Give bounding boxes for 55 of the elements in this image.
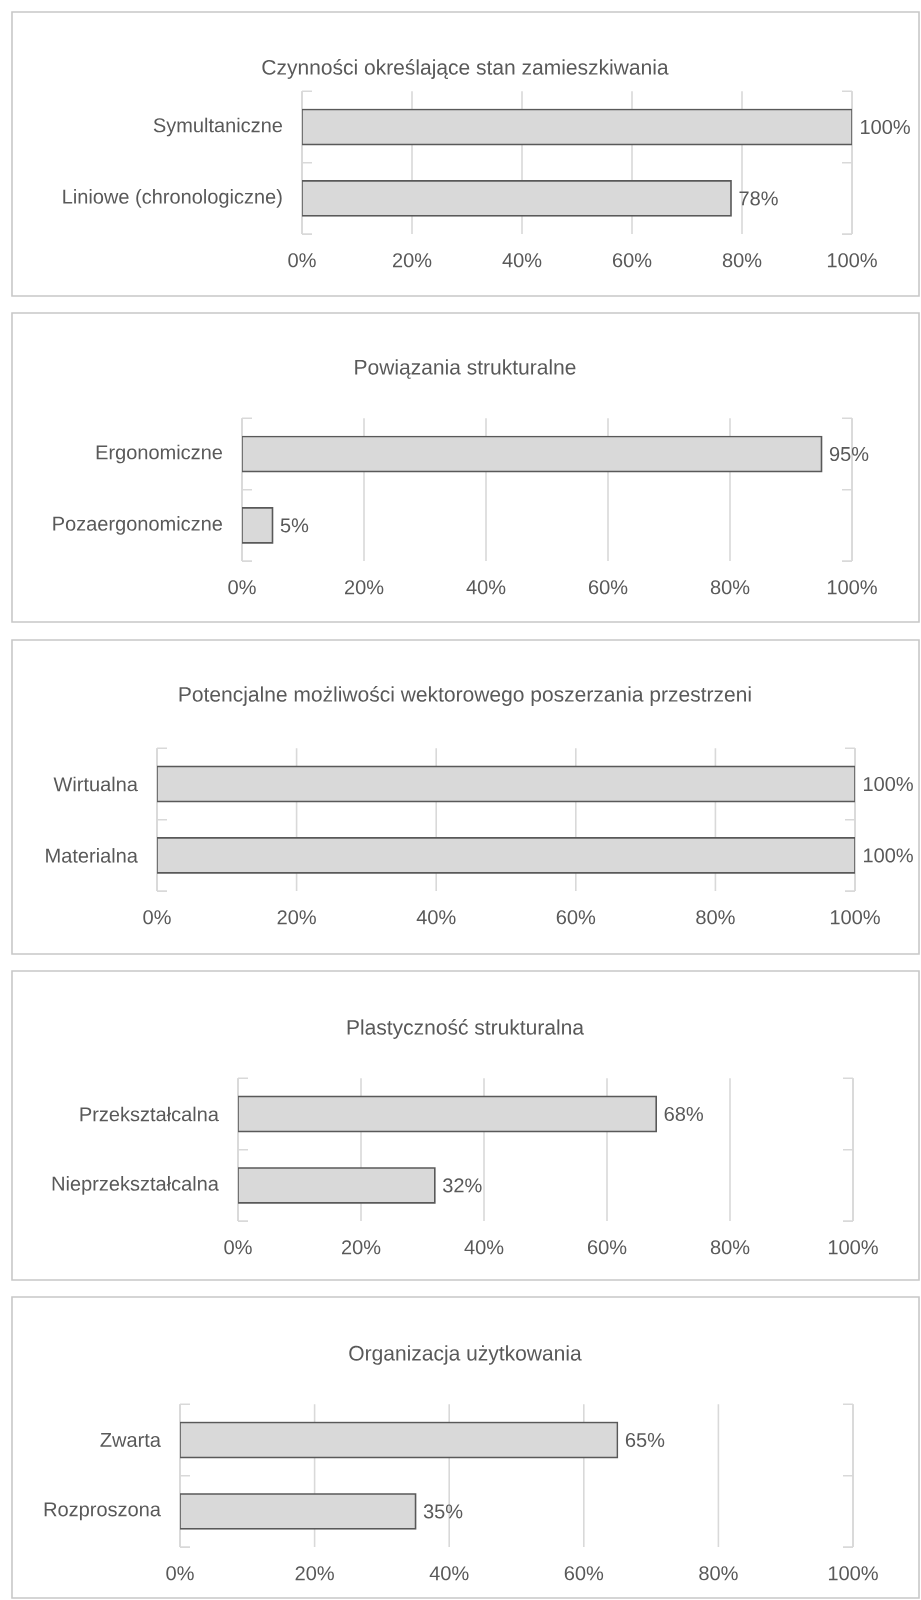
x-tick-label: 0% (288, 253, 316, 268)
x-tick-label: 60% (612, 253, 652, 268)
y-tick-label: Przekształcalna (80, 1106, 219, 1122)
data-label: 100% (861, 119, 910, 135)
data-label: 100% (864, 848, 913, 863)
x-tick-label: 60% (556, 910, 596, 925)
x-tick-label: 20% (344, 580, 384, 595)
x-tick-label: 100% (827, 580, 877, 595)
x-tick-label: 40% (429, 1566, 469, 1581)
y-tick-label: Symultaniczne (153, 117, 283, 137)
x-tick-label: 20% (392, 253, 432, 268)
x-tick-label: 20% (277, 910, 316, 925)
x-tick-label: 40% (466, 580, 506, 595)
x-tick-label: 0% (228, 580, 256, 595)
data-label: 32% (443, 1178, 482, 1193)
x-tick-label: 80% (722, 253, 762, 268)
data-label: 78% (739, 191, 778, 206)
x-tick-label: 40% (502, 253, 542, 268)
chart-title: Potencjalne możliwości wektorowego poszerzania przestrzeni (179, 686, 751, 706)
data-label: 100% (864, 776, 913, 792)
data-label: 68% (664, 1106, 704, 1122)
chart-title: Czynności określające stan zamieszkiwania (262, 59, 669, 79)
x-tick-label: 60% (588, 580, 628, 595)
x-tick-label: 100% (827, 253, 877, 268)
x-tick-label: 60% (587, 1240, 627, 1255)
x-tick-label: 0% (224, 1240, 252, 1255)
x-tick-label: 60% (564, 1566, 604, 1581)
data-label: 65% (625, 1432, 665, 1448)
y-tick-label: Materialna (46, 848, 138, 863)
x-tick-label: 40% (464, 1240, 504, 1255)
data-label: 95% (829, 446, 869, 462)
x-tick-label: 100% (830, 910, 880, 925)
chart-title: Plastyczność strukturalna (347, 1019, 585, 1039)
y-tick-label: Liniowe (chronologiczne) (63, 189, 282, 208)
x-tick-label: 80% (710, 1240, 750, 1255)
x-tick-label: 0% (143, 910, 171, 925)
x-tick-label: 80% (710, 580, 750, 595)
x-tick-label: 80% (699, 1566, 738, 1581)
x-tick-label: 40% (416, 910, 456, 925)
y-tick-label: Wirtualna (53, 776, 138, 792)
x-tick-label: 0% (166, 1566, 194, 1581)
x-tick-label: 20% (295, 1566, 334, 1581)
data-label: 35% (423, 1504, 463, 1519)
y-tick-label: Zwarta (100, 1433, 161, 1447)
y-tick-label: Ergonomiczne (96, 444, 223, 464)
y-tick-label: Nieprzekształcalna (52, 1176, 219, 1195)
x-tick-label: 100% (828, 1566, 878, 1581)
y-tick-label: Rozproszona (44, 1502, 161, 1521)
x-tick-label: 20% (341, 1240, 381, 1255)
x-tick-label: 80% (696, 910, 735, 925)
data-label: 5% (280, 518, 309, 533)
chart-title: Powiązania strukturalne (355, 359, 576, 379)
chart-title: Organizacja użytkowania (349, 1345, 582, 1365)
x-tick-label: 100% (828, 1240, 878, 1255)
y-tick-label: Pozaergonomiczne (53, 516, 223, 535)
